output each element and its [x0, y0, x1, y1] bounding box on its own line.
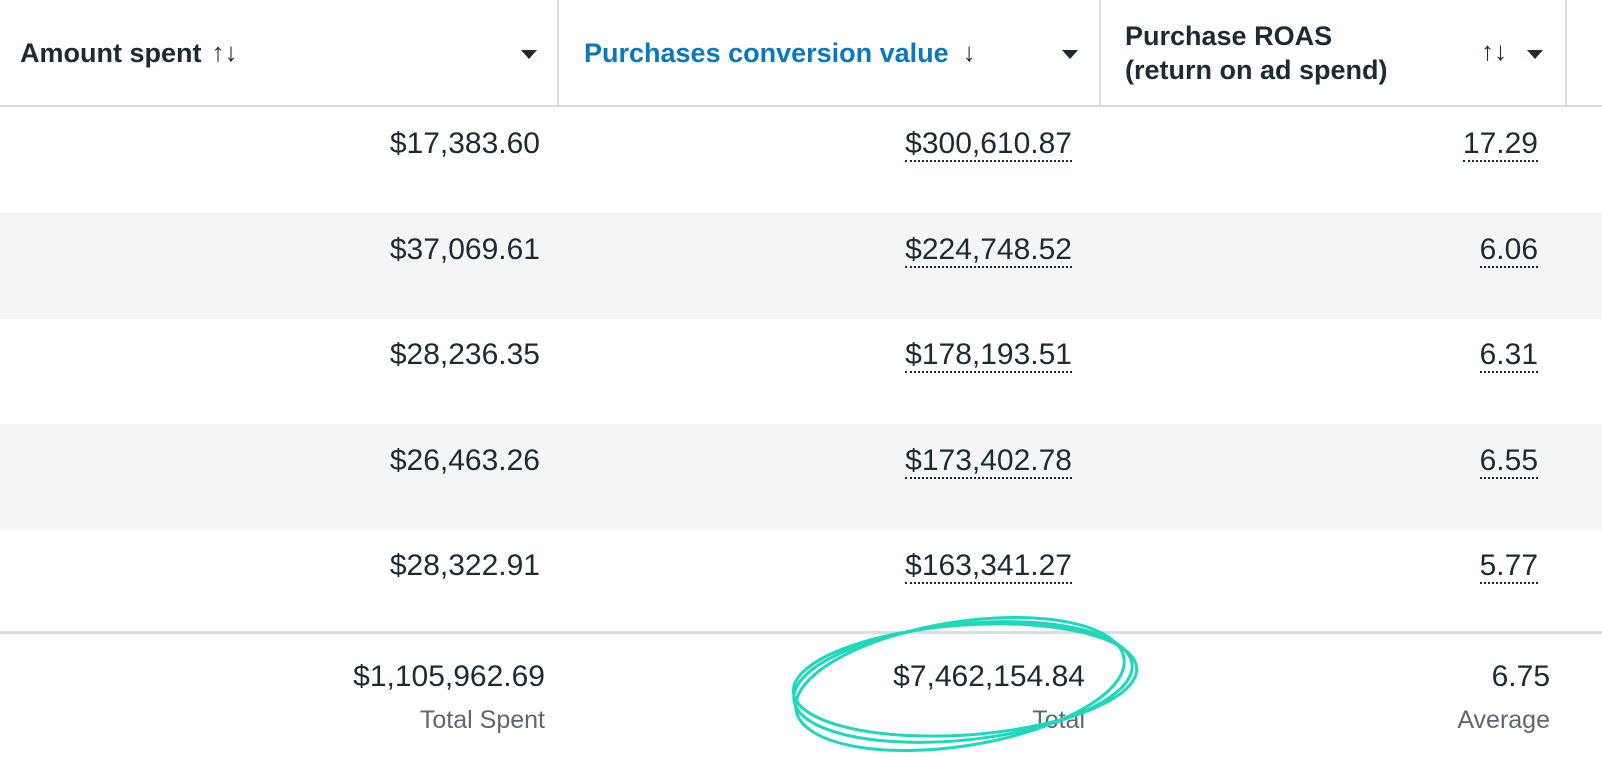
caret-down-icon[interactable] — [521, 50, 537, 59]
sort-down-icon[interactable]: ↓ — [962, 37, 976, 67]
table-header: Amount spent ↑↓ Purchases conversion val… — [0, 0, 1602, 107]
sort-both-icon[interactable]: ↑↓ — [1481, 36, 1507, 66]
column-title: Purchase ROAS (return on ad spend) — [1125, 19, 1388, 87]
table-row: $17,383.60 $300,610.87 17.29 — [0, 107, 1602, 213]
roas-cell[interactable]: 6.06 — [1479, 232, 1538, 268]
caret-down-icon[interactable] — [1527, 50, 1543, 59]
column-title-line: (return on ad spend) — [1125, 54, 1388, 85]
average-roas-label: Average — [1457, 706, 1550, 734]
conversion-value-cell[interactable]: $178,193.51 — [905, 338, 1072, 373]
roas-cell[interactable]: 6.31 — [1479, 338, 1538, 373]
column-title-line: Purchase ROAS — [1125, 20, 1333, 51]
conversion-value-cell[interactable]: $300,610.87 — [905, 127, 1072, 162]
column-title: Amount spent — [20, 37, 202, 68]
amount-spent-cell: $28,236.35 — [389, 338, 540, 371]
roas-cell[interactable]: 6.55 — [1479, 443, 1538, 479]
table-footer-summary: $1,105,962.69 Total Spent $7,462,154.84 … — [0, 615, 1602, 781]
amount-spent-cell: $17,383.60 — [389, 127, 540, 160]
table-row: $26,463.26 $173,402.78 6.55 — [0, 423, 1602, 530]
amount-spent-cell: $26,463.26 — [389, 443, 540, 477]
column-header-amount-spent[interactable]: Amount spent ↑↓ — [0, 0, 559, 105]
roas-cell[interactable]: 17.29 — [1462, 127, 1538, 162]
amount-spent-cell: $28,322.91 — [389, 549, 540, 582]
average-roas-value: 6.75 — [1491, 660, 1550, 693]
sort-both-icon[interactable]: ↑↓ — [211, 37, 238, 67]
column-header-purchase-roas[interactable]: Purchase ROAS (return on ad spend) ↑↓ — [1101, 0, 1567, 105]
table-row: $37,069.61 $224,748.52 6.06 — [0, 212, 1602, 319]
conversion-value-cell[interactable]: $173,402.78 — [905, 443, 1072, 479]
total-conversion-value: $7,462,154.84 — [893, 660, 1085, 693]
column-header-purchases-conversion-value[interactable]: Purchases conversion value ↓ — [559, 0, 1101, 105]
caret-down-icon[interactable] — [1062, 50, 1078, 59]
table-row: $28,236.35 $178,193.51 6.31 — [0, 318, 1602, 424]
conversion-value-cell[interactable]: $224,748.52 — [905, 232, 1072, 268]
total-spent-value: $1,105,962.69 — [353, 660, 545, 693]
roas-cell[interactable]: 5.77 — [1479, 549, 1538, 584]
amount-spent-cell: $37,069.61 — [389, 232, 540, 266]
column-title: Purchases conversion value — [584, 37, 949, 68]
conversion-value-cell[interactable]: $163,341.27 — [905, 549, 1072, 584]
total-spent-label: Total Spent — [419, 706, 545, 734]
hand-drawn-highlight-circle — [791, 615, 1139, 753]
table-row: $28,322.91 $163,341.27 5.77 — [0, 529, 1602, 635]
